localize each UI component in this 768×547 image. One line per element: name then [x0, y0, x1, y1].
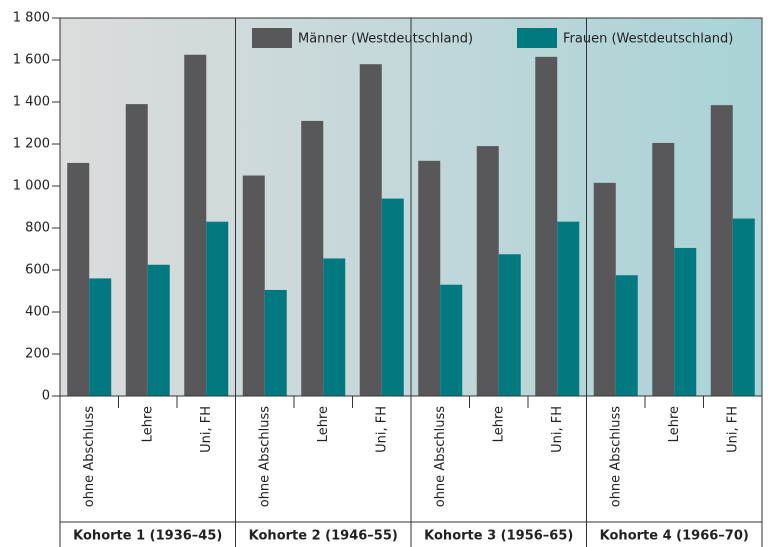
y-tick-label: 1 200 [13, 137, 50, 152]
x-tick-label: ohne Abschluss [433, 406, 448, 507]
x-tick-label: Lehre [667, 406, 682, 442]
bar [498, 254, 521, 396]
y-tick-label: 1 400 [13, 95, 50, 110]
x-tick-label: Uni, FH [550, 406, 565, 453]
x-tick-label: Lehre [491, 406, 506, 442]
x-tick-label: ohne Abschluss [82, 406, 97, 507]
group-label: Kohorte 4 (1966–70) [600, 529, 749, 544]
bar [301, 120, 324, 397]
x-tick-label: ohne Abschluss [257, 406, 272, 507]
bar [593, 182, 616, 396]
bar [615, 275, 638, 396]
x-tick-label: Lehre [140, 406, 155, 442]
x-tick-label: Lehre [316, 406, 331, 442]
bar [125, 104, 148, 396]
bar [67, 162, 90, 396]
bar [242, 175, 265, 396]
group-label: Kohorte 1 (1936–45) [73, 529, 222, 544]
x-tick-label: Uni, FH [374, 406, 389, 453]
bar [89, 278, 112, 396]
bar [732, 218, 755, 396]
y-tick-label: 1 000 [13, 179, 50, 194]
legend-swatch [252, 28, 292, 48]
bar [652, 142, 675, 396]
group-label: Kohorte 3 (1956–65) [424, 529, 573, 544]
bar [147, 264, 170, 396]
group-label: Kohorte 2 (1946–55) [249, 529, 398, 544]
bar [359, 64, 382, 396]
y-tick-label: 400 [25, 305, 50, 320]
bar [264, 289, 287, 396]
bar [323, 258, 346, 396]
legend-label: Männer (Westdeutschland) [298, 32, 473, 47]
x-tick-label: Uni, FH [725, 406, 740, 453]
y-tick-label: 800 [25, 221, 50, 236]
bar [557, 221, 580, 396]
bar [674, 247, 697, 396]
y-tick-label: 1 600 [13, 53, 50, 68]
bar [381, 198, 404, 396]
legend-swatch [517, 28, 557, 48]
bar [476, 146, 499, 396]
bar [535, 56, 558, 396]
x-tick-label: ohne Abschluss [608, 406, 623, 507]
y-tick-label: 200 [25, 347, 50, 362]
bar [206, 221, 229, 396]
y-tick-label: 1 800 [13, 11, 50, 26]
legend-label: Frauen (Westdeutschland) [563, 32, 733, 47]
bar [418, 160, 441, 396]
bar [710, 105, 733, 397]
bar [184, 54, 207, 396]
y-tick-label: 600 [25, 263, 50, 278]
bar [440, 284, 463, 396]
y-tick-label: 0 [42, 389, 50, 404]
x-tick-label: Uni, FH [199, 406, 214, 453]
